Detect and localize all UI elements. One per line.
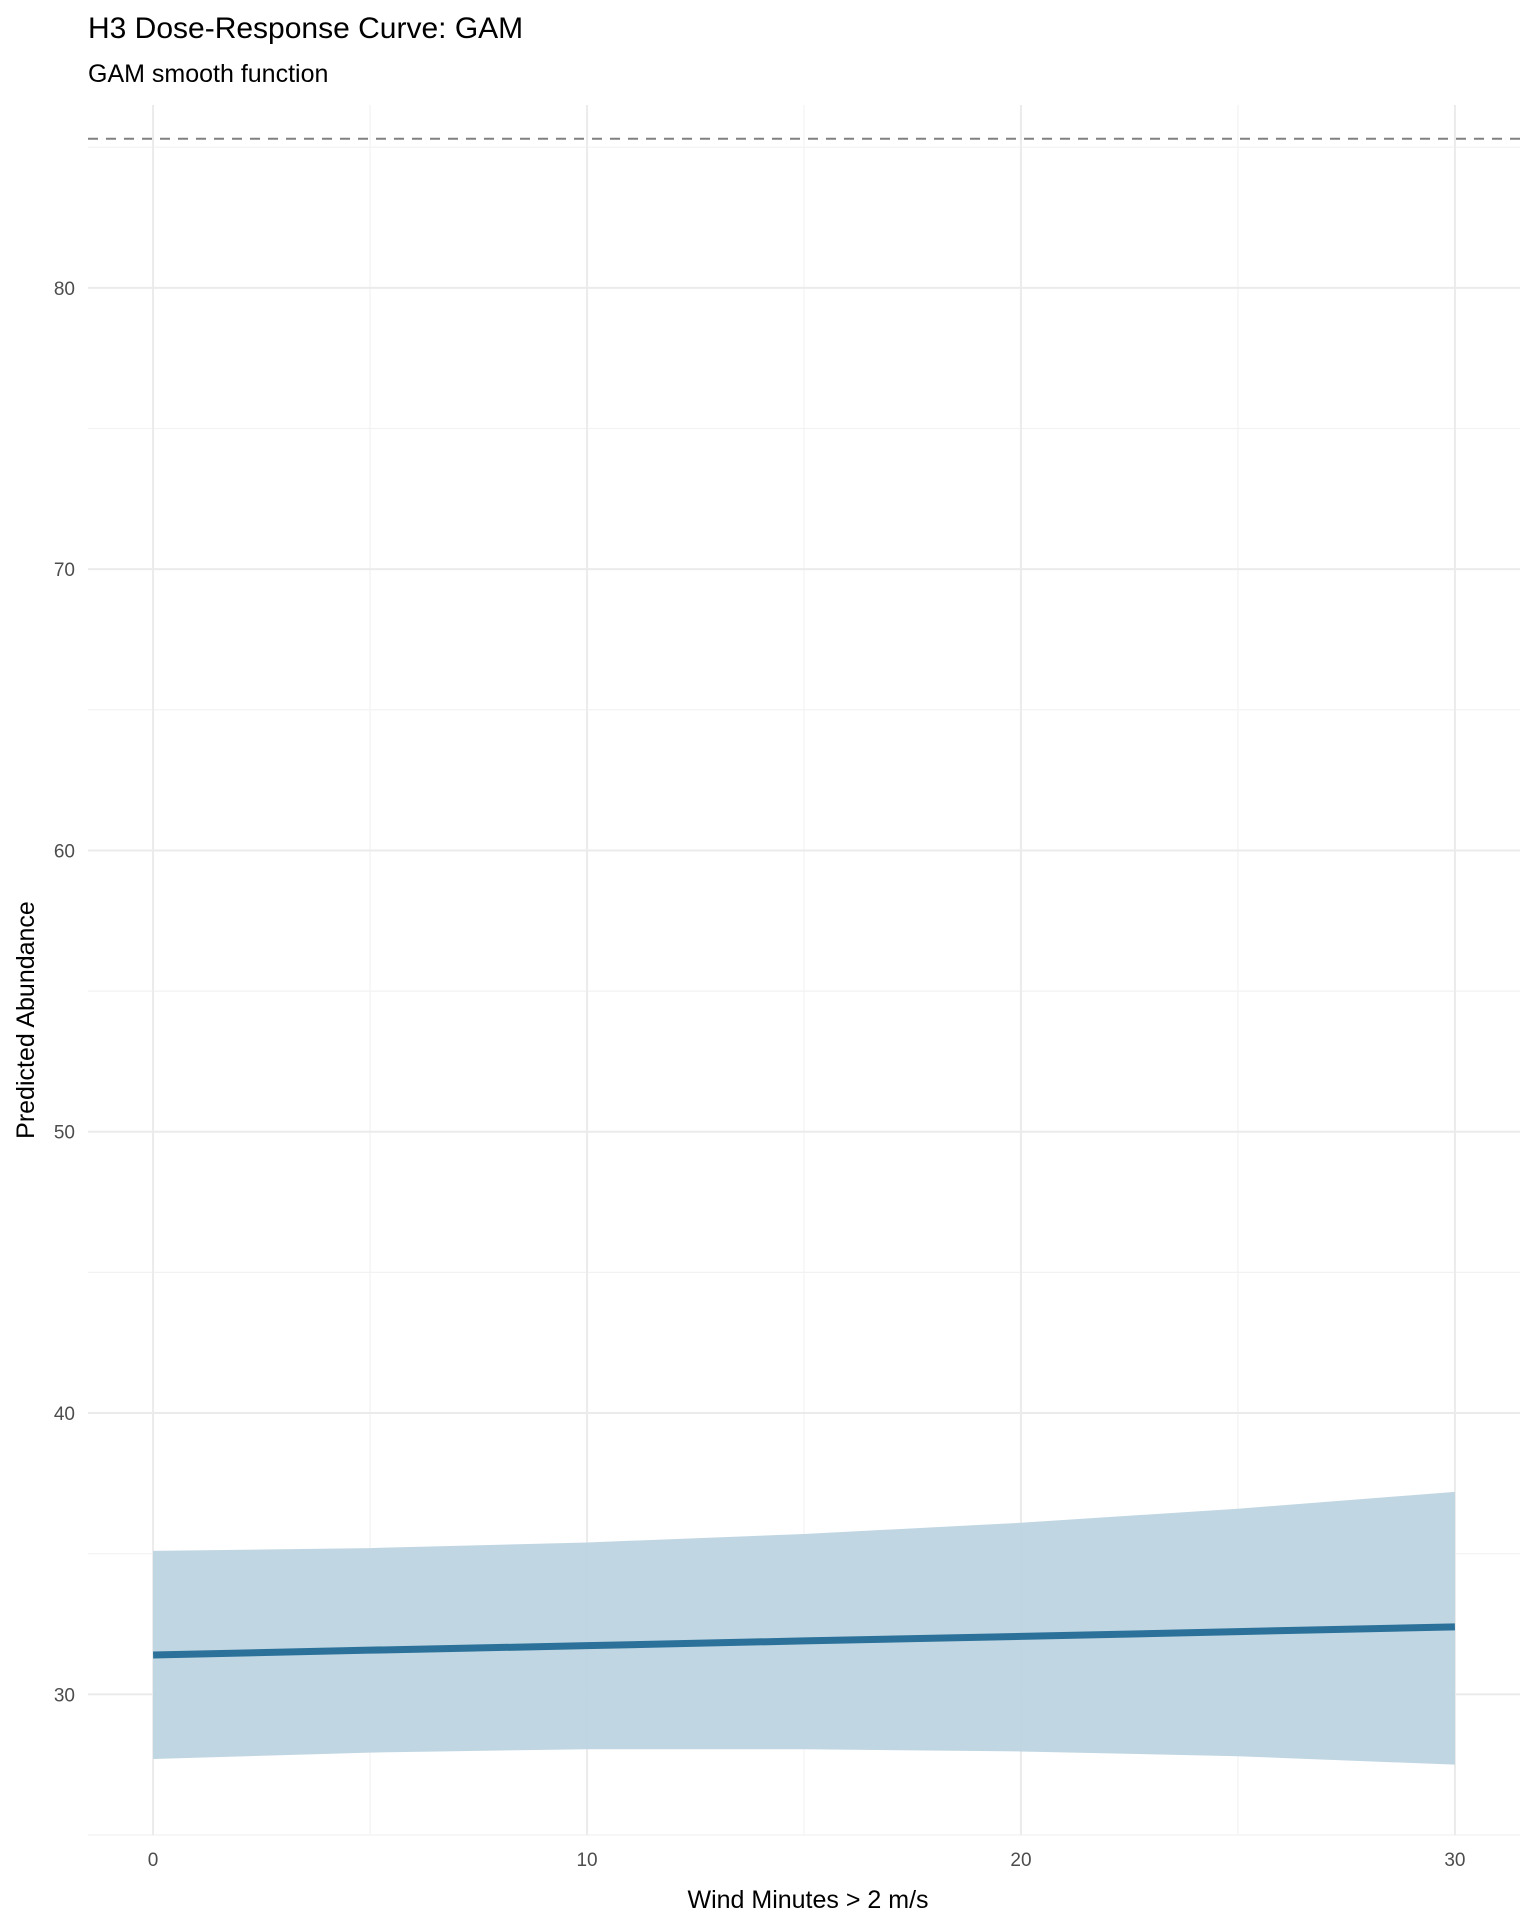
y-tick-label: 50 [54,1123,75,1144]
plot-area [88,137,1520,1765]
chart-subtitle: GAM smooth function [88,60,328,88]
x-tick-label: 0 [148,1850,159,1871]
y-tick-label: 80 [54,279,75,300]
y-tick-label: 40 [54,1404,75,1425]
y-tick-label: 30 [54,1685,75,1706]
x-tick-label: 30 [1444,1850,1465,1871]
y-tick-label: 70 [54,560,75,581]
y-tick-label: 60 [54,841,75,862]
confidence-ribbon [153,1491,1455,1765]
x-tick-label: 10 [576,1850,597,1871]
chart-title: H3 Dose-Response Curve: GAM [88,12,523,45]
smooth-line [153,1623,1455,1659]
x-tick-label: 20 [1010,1850,1031,1871]
axis-ticks: 0 10 20 30 30 40 50 60 70 80 [54,279,1466,1871]
y-axis-label: Predicted Abundance [12,901,40,1139]
x-axis-label: Wind Minutes > 2 m/s [687,1886,928,1914]
